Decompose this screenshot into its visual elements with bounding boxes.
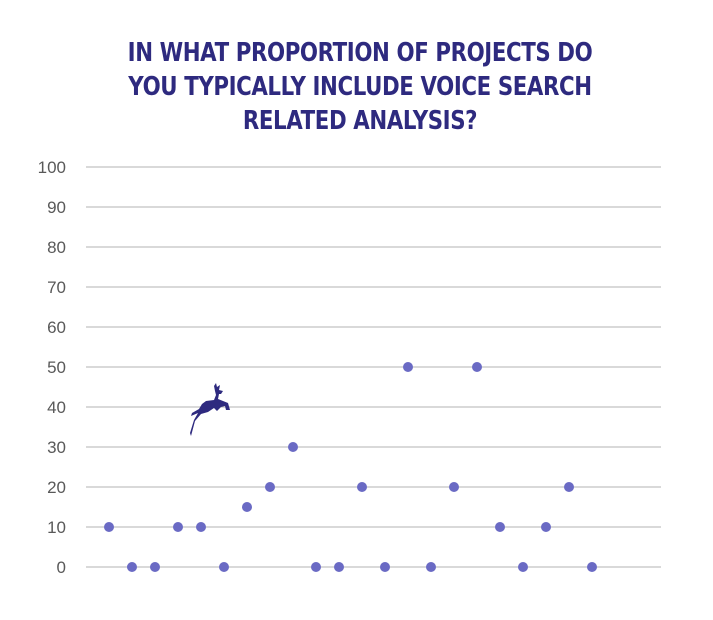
data-point bbox=[196, 522, 206, 532]
y-tick-label: 90 bbox=[47, 198, 66, 217]
data-point bbox=[587, 562, 597, 572]
y-tick-label: 0 bbox=[57, 558, 66, 577]
y-tick-label: 80 bbox=[47, 238, 66, 257]
deer-logo-icon bbox=[190, 383, 230, 436]
data-point bbox=[219, 562, 229, 572]
data-point bbox=[564, 482, 574, 492]
data-point bbox=[265, 482, 275, 492]
data-point bbox=[380, 562, 390, 572]
data-point bbox=[242, 502, 252, 512]
data-point bbox=[449, 482, 459, 492]
y-tick-label: 50 bbox=[47, 358, 66, 377]
data-point bbox=[288, 442, 298, 452]
chart-title-line-3: RELATED ANALYSIS? bbox=[242, 106, 478, 136]
data-point bbox=[518, 562, 528, 572]
data-point bbox=[127, 562, 137, 572]
chart-title: IN WHAT PROPORTION OF PROJECTS DO YOU TY… bbox=[126, 36, 593, 138]
data-points bbox=[104, 362, 597, 572]
grid-lines bbox=[86, 166, 661, 568]
data-point bbox=[357, 482, 367, 492]
y-tick-label: 30 bbox=[47, 438, 66, 457]
data-point bbox=[495, 522, 505, 532]
y-tick-label: 60 bbox=[47, 318, 66, 337]
y-tick-label: 70 bbox=[47, 278, 66, 297]
data-point bbox=[426, 562, 436, 572]
chart-title-line-2: YOU TYPICALLY INCLUDE VOICE SEARCH bbox=[128, 72, 592, 102]
y-tick-label: 100 bbox=[38, 158, 66, 177]
data-point bbox=[311, 562, 321, 572]
data-point bbox=[334, 562, 344, 572]
y-tick-label: 20 bbox=[47, 478, 66, 497]
y-tick-label: 40 bbox=[47, 398, 66, 417]
y-tick-label: 10 bbox=[47, 518, 66, 537]
data-point bbox=[150, 562, 160, 572]
chart-title-line-1: IN WHAT PROPORTION OF PROJECTS DO bbox=[127, 38, 593, 68]
data-point bbox=[403, 362, 413, 372]
data-point bbox=[541, 522, 551, 532]
data-point bbox=[472, 362, 482, 372]
data-point bbox=[173, 522, 183, 532]
data-point bbox=[104, 522, 114, 532]
